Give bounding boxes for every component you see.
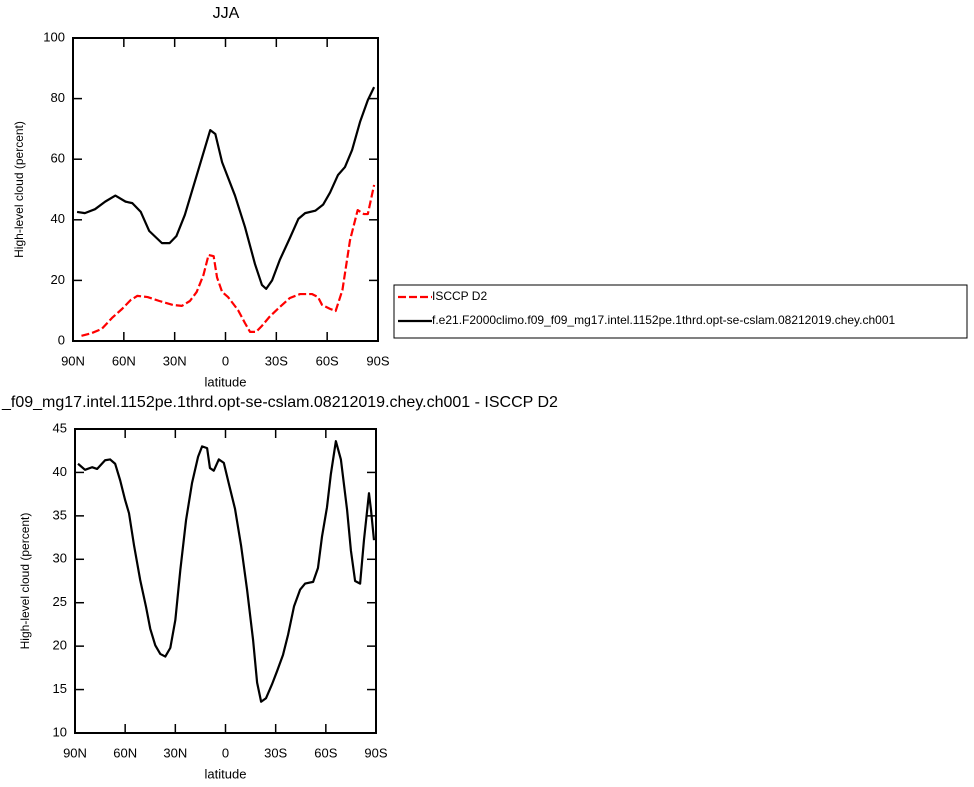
x-tick-label: 60N xyxy=(112,353,136,368)
y-tick-label: 45 xyxy=(53,420,67,435)
x-tick-label: 90S xyxy=(364,745,387,760)
x-axis-label: latitude xyxy=(205,766,247,781)
y-axis-label: High-level cloud (percent) xyxy=(12,121,26,258)
y-tick-label: 25 xyxy=(53,594,67,609)
y-tick-label: 60 xyxy=(51,151,65,166)
y-tick-label: 15 xyxy=(53,681,67,696)
plot-frame xyxy=(72,37,379,342)
chart-title: _f09_mg17.intel.1152pe.1thrd.opt-se-csla… xyxy=(1,394,558,411)
x-tick-label: 60N xyxy=(113,745,137,760)
x-tick-label: 60S xyxy=(314,745,337,760)
x-tick-label: 30S xyxy=(264,745,287,760)
data-line xyxy=(81,184,376,337)
y-tick-label: 20 xyxy=(51,272,65,287)
x-tick-label: 0 xyxy=(222,745,229,760)
chart-title: JJA xyxy=(213,5,240,22)
x-tick-label: 30N xyxy=(163,353,187,368)
x-axis-label: latitude xyxy=(205,374,247,389)
legend-label: ISCCP D2 xyxy=(432,289,487,303)
x-tick-label: 30S xyxy=(265,353,288,368)
x-tick-label: 30N xyxy=(163,745,187,760)
y-tick-label: 20 xyxy=(53,638,67,653)
y-tick-label: 80 xyxy=(51,90,65,105)
y-tick-label: 35 xyxy=(53,507,67,522)
y-tick-label: 100 xyxy=(43,29,65,44)
plot-frame xyxy=(74,428,377,734)
x-tick-label: 90S xyxy=(366,353,389,368)
data-line xyxy=(77,440,376,703)
legend-box xyxy=(393,284,968,339)
x-tick-label: 60S xyxy=(316,353,339,368)
legend-label: f.e21.F2000climo.f09_f09_mg17.intel.1152… xyxy=(432,313,896,327)
y-tick-label: 0 xyxy=(58,332,65,347)
y-tick-label: 10 xyxy=(53,724,67,739)
y-tick-label: 40 xyxy=(51,211,65,226)
data-line xyxy=(76,86,376,290)
y-axis-label: High-level cloud (percent) xyxy=(18,513,32,650)
y-tick-label: 30 xyxy=(53,551,67,566)
x-tick-label: 90N xyxy=(63,745,87,760)
y-tick-label: 40 xyxy=(53,464,67,479)
x-tick-label: 0 xyxy=(222,353,229,368)
x-tick-label: 90N xyxy=(61,353,85,368)
